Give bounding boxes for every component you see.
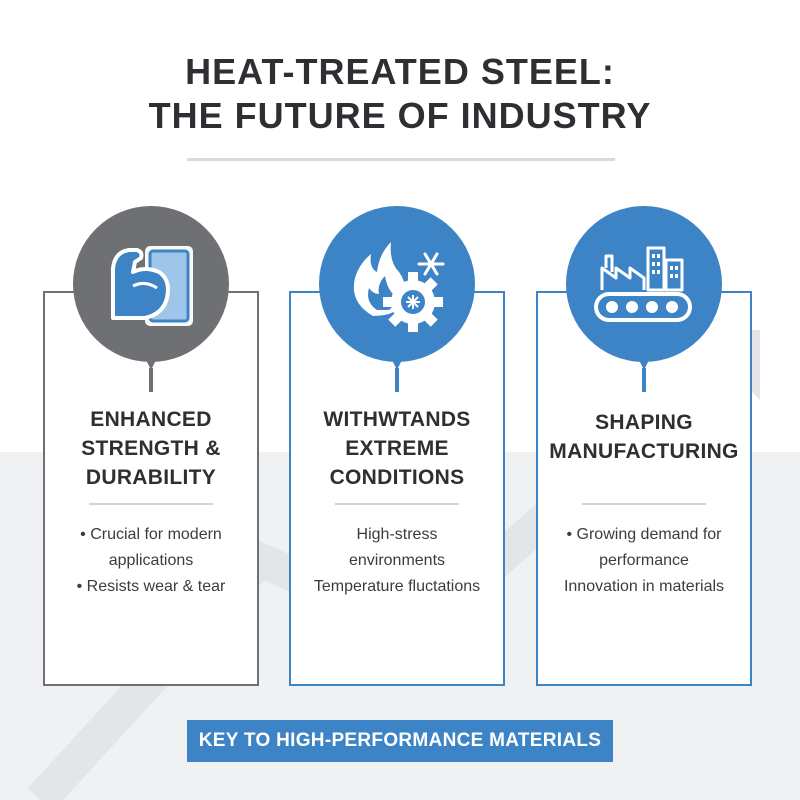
card-title-line: STRENGTH & [81, 437, 221, 460]
card-title-strength: ENHANCED STRENGTH & DURABILITY [45, 405, 257, 492]
pin-extreme [395, 368, 399, 392]
icon-circle-strength [73, 206, 229, 362]
card-extreme-conditions [289, 291, 505, 686]
icon-circle-manufacturing [566, 206, 722, 362]
bullet-item: Innovation in materials [563, 578, 725, 595]
factory-conveyor-icon [594, 246, 692, 322]
page-title: HEAT-TREATED STEEL: THE FUTURE OF INDUST… [0, 50, 800, 138]
card-divider [582, 503, 706, 505]
flexed-arm-steel-plate-icon [111, 246, 193, 326]
card-title-line: CONDITIONS [329, 466, 465, 489]
bullet-list-strength: • Crucial for modern applications • Resi… [45, 522, 257, 600]
card-divider [335, 503, 459, 505]
pin-strength [149, 368, 153, 392]
card-divider [89, 503, 213, 505]
pointer-strength [145, 358, 157, 370]
title-line-1: HEAT-TREATED STEEL: [185, 51, 615, 92]
card-title-manufacturing: SHAPING MANUFACTURING [538, 408, 750, 466]
pointer-manufacturing [638, 358, 650, 370]
footer-banner: KEY TO HIGH-PERFORMANCE MATERIALS [187, 720, 613, 762]
bullet-item: Temperature fluctations [313, 578, 481, 595]
bullet-item: performance [599, 552, 689, 569]
bullet-item: • Resists wear & tear [76, 578, 226, 595]
bullet-item: • Growing demand for [566, 526, 722, 543]
card-title-line: SHAPING [595, 411, 693, 434]
title-divider [187, 158, 615, 161]
fire-snowflake-gear-icon [353, 242, 445, 332]
bullet-item: • Crucial for modern [80, 526, 222, 543]
pointer-extreme [391, 358, 403, 370]
card-title-extreme: WITHWTANDS EXTREME CONDITIONS [291, 405, 503, 492]
title-line-2: THE FUTURE OF INDUSTRY [148, 95, 652, 136]
card-title-line: DURABILITY [85, 466, 217, 489]
bullet-item: environments [348, 552, 446, 569]
bullet-item: High-stress [356, 526, 438, 543]
bullet-list-manufacturing: • Growing demand for performance Innovat… [538, 522, 750, 600]
icon-circle-extreme [319, 206, 475, 362]
card-title-line: MANUFACTURING [549, 440, 739, 463]
card-title-line: ENHANCED [90, 408, 212, 431]
bullet-item: applications [108, 552, 194, 569]
card-title-line: WITHWTANDS [323, 408, 471, 431]
pin-manufacturing [642, 368, 646, 392]
bullet-list-extreme: High-stress environments Temperature flu… [291, 522, 503, 600]
card-title-line: EXTREME [345, 437, 449, 460]
